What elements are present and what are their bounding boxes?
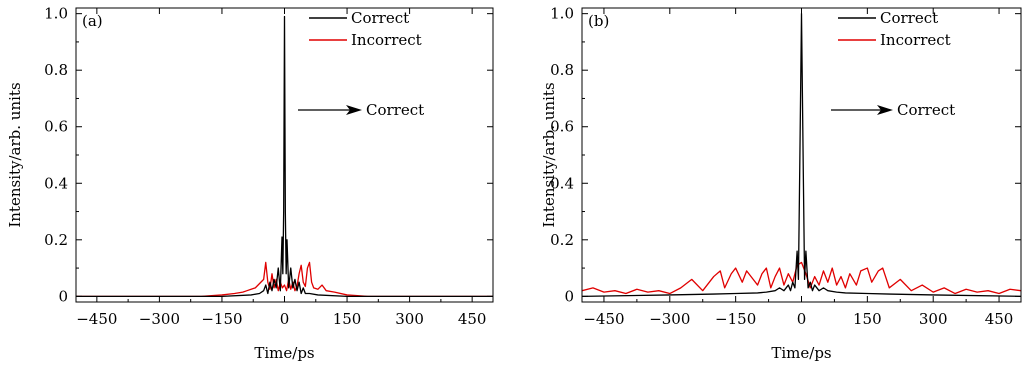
- annotation: Correct: [831, 101, 955, 119]
- chart-panel-a: −450 −300 −150 0 150 300 450 0 0.2 0.4 0.6 0.8 1.0 Ti…: [6, 5, 494, 362]
- x-tick-label: 300: [395, 310, 424, 328]
- annotation-arrow-head: [346, 105, 362, 115]
- series-lines: [76, 15, 493, 297]
- x-tick-label: 450: [458, 310, 487, 328]
- legend: Correct Incorrect: [309, 9, 422, 49]
- series-line-incorrect: [76, 261, 493, 297]
- x-axis-label: Time/ps: [771, 344, 831, 362]
- y-tick-label: 0: [564, 287, 574, 305]
- chart-panel-b: −450 −300 −150 0 150 300 450 0 0.2 0.4 0.6 0.8 1.0 Ti…: [540, 5, 1022, 362]
- y-axis-label: Intensity/arb. units: [540, 82, 558, 227]
- x-tick-label: 150: [853, 310, 882, 328]
- legend: Correct Incorrect: [838, 9, 951, 49]
- legend-label-incorrect: Incorrect: [351, 31, 422, 49]
- x-tick-label: 0: [280, 310, 290, 328]
- series-line-incorrect: [582, 261, 1021, 295]
- x-tick-label: −150: [201, 310, 242, 328]
- x-tick-label: 450: [985, 310, 1014, 328]
- y-tick-label: 0.6: [550, 118, 574, 136]
- legend-label-correct: Correct: [351, 9, 409, 27]
- y-tick-label: 0.4: [44, 174, 68, 192]
- series-line-correct: [76, 15, 493, 297]
- x-tick-label: −300: [649, 310, 690, 328]
- y-tick-label: 0.6: [44, 118, 68, 136]
- y-tick-label: 0.2: [550, 231, 574, 249]
- x-axis-label: Time/ps: [254, 344, 314, 362]
- x-tick-label: 0: [797, 310, 807, 328]
- y-tick-label: 0: [58, 287, 68, 305]
- annotation-text: Correct: [366, 101, 424, 119]
- legend-label-incorrect: Incorrect: [880, 31, 951, 49]
- annotation: Correct: [298, 101, 424, 119]
- y-tick-label: 1.0: [44, 5, 68, 23]
- x-tick-label: 300: [919, 310, 948, 328]
- x-tick-label: −300: [139, 310, 180, 328]
- series-line-correct: [582, 13, 1021, 297]
- y-tick-label: 0.8: [550, 61, 574, 79]
- y-tick-label: 0.4: [550, 174, 574, 192]
- x-tick-label: −450: [583, 310, 624, 328]
- panel-label: (b): [588, 12, 609, 30]
- y-tick-label: 0.8: [44, 61, 68, 79]
- legend-label-correct: Correct: [880, 9, 938, 27]
- x-tick-label: −450: [76, 310, 117, 328]
- annotation-arrow-head: [877, 105, 893, 115]
- x-tick-label: 150: [333, 310, 362, 328]
- y-axis-label: Intensity/arb. units: [6, 82, 24, 227]
- y-tick-label: 1.0: [550, 5, 574, 23]
- x-tick-label: −150: [715, 310, 756, 328]
- panel-label: (a): [82, 12, 103, 30]
- annotation-text: Correct: [897, 101, 955, 119]
- series-lines: [582, 13, 1021, 297]
- y-tick-label: 0.2: [44, 231, 68, 249]
